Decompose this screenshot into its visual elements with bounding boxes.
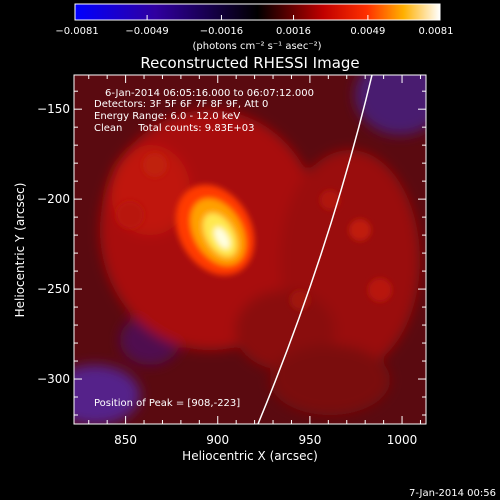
heatmap-image [74,75,426,424]
colorbar-tick-label: −0.0016 [200,26,243,37]
y-tick-label: −200 [37,192,70,206]
chart-title: Reconstructed RHESSI Image [140,54,359,72]
y-tick-label: −150 [37,102,70,116]
colorbar-ticks: −0.0081 −0.0049 −0.0016 0.0016 0.0049 0.0081 [55,15,454,37]
y-tick-label: −250 [37,282,70,296]
annotation-time-range: 6-Jan-2014 06:05:16.000 to 06:07:12.000 [105,88,314,99]
colorbar-tick-label: −0.0049 [125,26,168,37]
peak-position-label: Position of Peak = [908,-223] [94,398,240,409]
colorbar-tick-label: −0.0081 [55,26,98,37]
annotation-detectors: Detectors: 3F 5F 6F 7F 8F 9F, Att 0 [94,99,268,110]
x-tick-label: 1000 [387,433,418,447]
plot-frame [73,74,427,425]
annotation-energy-range: Energy Range: 6.0 - 12.0 keV [94,111,240,122]
y-axis-ticks: −300 −250 −200 −150 [37,90,426,416]
y-tick-label: −300 [37,372,70,386]
x-axis-ticks: 850 900 950 1000 [88,75,421,447]
x-axis-label: Heliocentric X (arcsec) [182,449,318,463]
solar-limb [257,75,373,424]
colorbar-tick-label: 0.0049 [350,26,385,37]
x-tick-label: 950 [298,433,321,447]
y-axis-label: Heliocentric Y (arcsec) [13,183,27,318]
colorbar [74,3,441,21]
annotation-total-counts: Clean Total counts: 9.83E+03 [94,123,254,134]
x-tick-label: 900 [206,433,229,447]
footer-timestamp: 7-Jan-2014 00:56 [409,488,496,499]
colorbar-tick-label: 0.0081 [419,26,454,37]
colorbar-unit-label: (photons cm⁻² s⁻¹ asec⁻²) [192,41,321,52]
x-tick-label: 850 [114,433,137,447]
colorbar-tick-label: 0.0016 [276,26,311,37]
